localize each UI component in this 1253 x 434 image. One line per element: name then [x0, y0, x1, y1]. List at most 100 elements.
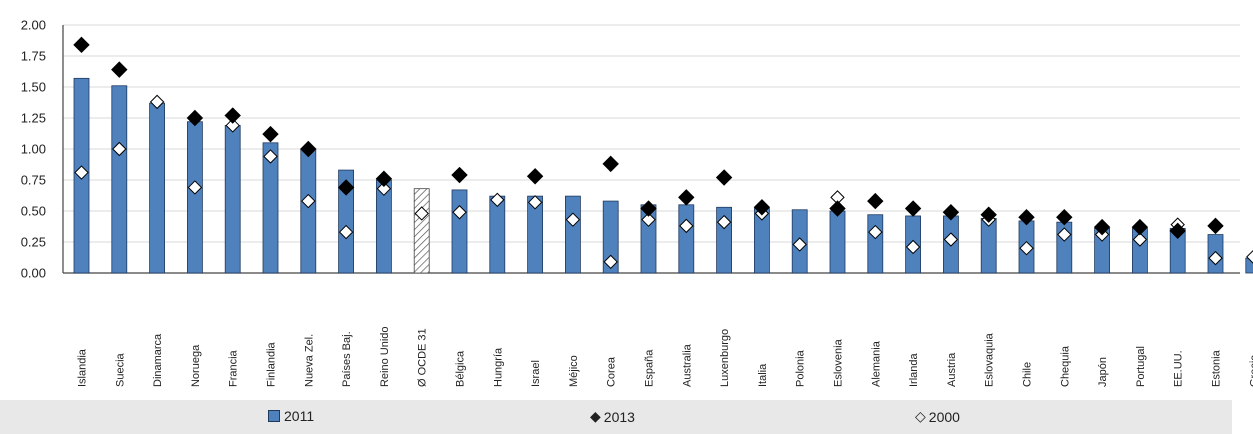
marker-2013: [186, 109, 204, 127]
bar: [489, 195, 506, 274]
marker-2000: [716, 214, 732, 230]
x-category-label: Finlandia: [266, 341, 278, 387]
marker-2000: [603, 254, 618, 270]
x-category-label: Eslovenia: [833, 338, 845, 387]
marker-2000: [905, 239, 921, 255]
marker-2013: [980, 206, 997, 223]
marker-2013: [1131, 218, 1149, 236]
bar: [300, 148, 317, 274]
x-category-label: Australia: [681, 343, 693, 387]
x-category-label: Reino Unido: [379, 326, 391, 387]
x-category-label: Nueva Zel.: [303, 334, 315, 387]
x-category-label: Israel: [530, 360, 542, 387]
bar: [338, 169, 355, 274]
marker-2000: [149, 94, 165, 110]
marker-2000: [641, 212, 656, 227]
x-category-label: Alemania: [870, 340, 882, 387]
marker-2000: [792, 237, 807, 252]
marker-2013: [375, 170, 393, 187]
bar: [602, 200, 619, 274]
x-axis-categories: Islandia Suecia Dinamarca Noruega Francia Fin…: [77, 326, 1253, 387]
y-tick-label: 0.00: [21, 266, 46, 281]
legend: 2011 ◆ 2013 ◇ 2000: [0, 400, 1232, 434]
bar: [111, 85, 128, 274]
marker-2013: [262, 125, 279, 143]
x-category-label: Luxenburgo: [719, 329, 731, 387]
marker-2013: [300, 140, 317, 158]
x-category-label: Suecia: [114, 352, 126, 387]
marker-2013: [715, 169, 733, 186]
x-category-label: Eslovaquia: [984, 332, 996, 387]
x-category-label: Francia: [228, 349, 240, 387]
legend-label-2011: 2011: [284, 408, 315, 424]
bar: [451, 189, 468, 274]
marker-2000: [376, 181, 392, 196]
marker-2013: [753, 199, 771, 216]
bar: [867, 214, 884, 274]
marker-2000: [452, 205, 467, 220]
hollow-diamond-icon: ◇: [915, 408, 926, 424]
x-category-label: Corea: [606, 356, 618, 387]
x-category-label: Noruega: [190, 344, 202, 387]
bar: [1245, 257, 1253, 274]
legend-bar-swatch: [268, 410, 280, 422]
bar: [186, 121, 203, 274]
marker-2000: [1057, 227, 1072, 242]
x-category-label: EE.UU.: [1173, 350, 1185, 387]
marker-2000: [187, 180, 203, 195]
y-tick-label: 1.25: [21, 111, 46, 126]
x-category-label: Dinamarca: [152, 333, 164, 387]
marker-2000: [565, 212, 581, 227]
x-category-label: Méjico: [568, 355, 580, 387]
marker-2013: [602, 155, 619, 173]
marker-2013: [1056, 208, 1073, 226]
marker-2000: [301, 193, 316, 209]
marker-2000: [679, 218, 694, 234]
marker-2013: [224, 107, 241, 124]
x-category-label: Grecia: [1248, 354, 1253, 387]
marker-2013: [942, 204, 960, 221]
marker-2013: [451, 166, 468, 184]
marker-2000: [1019, 240, 1034, 256]
marker-2013: [640, 200, 657, 217]
marker-2013: [1018, 208, 1035, 226]
x-category-label: Bélgica: [455, 350, 467, 387]
marker-2013: [1093, 218, 1111, 236]
marker-2000: [1208, 250, 1223, 266]
marker-2000: [225, 118, 240, 133]
legend-item-2011: 2011: [268, 408, 314, 424]
y-tick-label: 0.75: [21, 173, 46, 188]
bars: [73, 77, 1253, 274]
marker-2000: [112, 141, 127, 157]
bar: [224, 125, 241, 274]
marker-2000: [414, 206, 429, 221]
x-category-label: Portugal: [1135, 346, 1147, 387]
bar: [565, 195, 581, 274]
marker-2000: [527, 195, 543, 210]
marker-2000: [490, 192, 505, 208]
marker-2013: [678, 189, 695, 206]
gridlines: [62, 24, 1240, 274]
x-category-label: Ø OCDE 31: [417, 328, 429, 387]
bar: [678, 204, 695, 274]
y-tick-label: 1.50: [21, 80, 46, 95]
marker-2013: [73, 36, 90, 54]
legend-label-2000: 2000: [928, 408, 960, 425]
marker-2013: [829, 200, 846, 217]
marker-2013: [337, 179, 355, 196]
filled-diamond-icon: ◆: [590, 408, 601, 424]
marker-2013: [526, 168, 544, 185]
x-category-label: Italia: [757, 363, 769, 387]
y-tick-label: 1.00: [21, 142, 46, 157]
x-category-label: Hungría: [492, 347, 504, 387]
x-category-label: Islandia: [77, 348, 89, 387]
x-category-label: Chile: [1022, 362, 1034, 387]
x-category-label: Polonia: [795, 349, 807, 387]
legend-label-2013: 2013: [603, 408, 635, 425]
chart: 0.00 0.25 0.50 0.75 1.00 1.25 1.50 1.75 2.00 Isl…: [21, 18, 1253, 387]
marker-2000: [1132, 232, 1148, 247]
x-category-label: Irlanda: [908, 352, 920, 387]
marker-2013: [1207, 217, 1224, 235]
x-category-label: Chequia: [1059, 345, 1071, 387]
y-tick-label: 2.00: [21, 18, 46, 33]
